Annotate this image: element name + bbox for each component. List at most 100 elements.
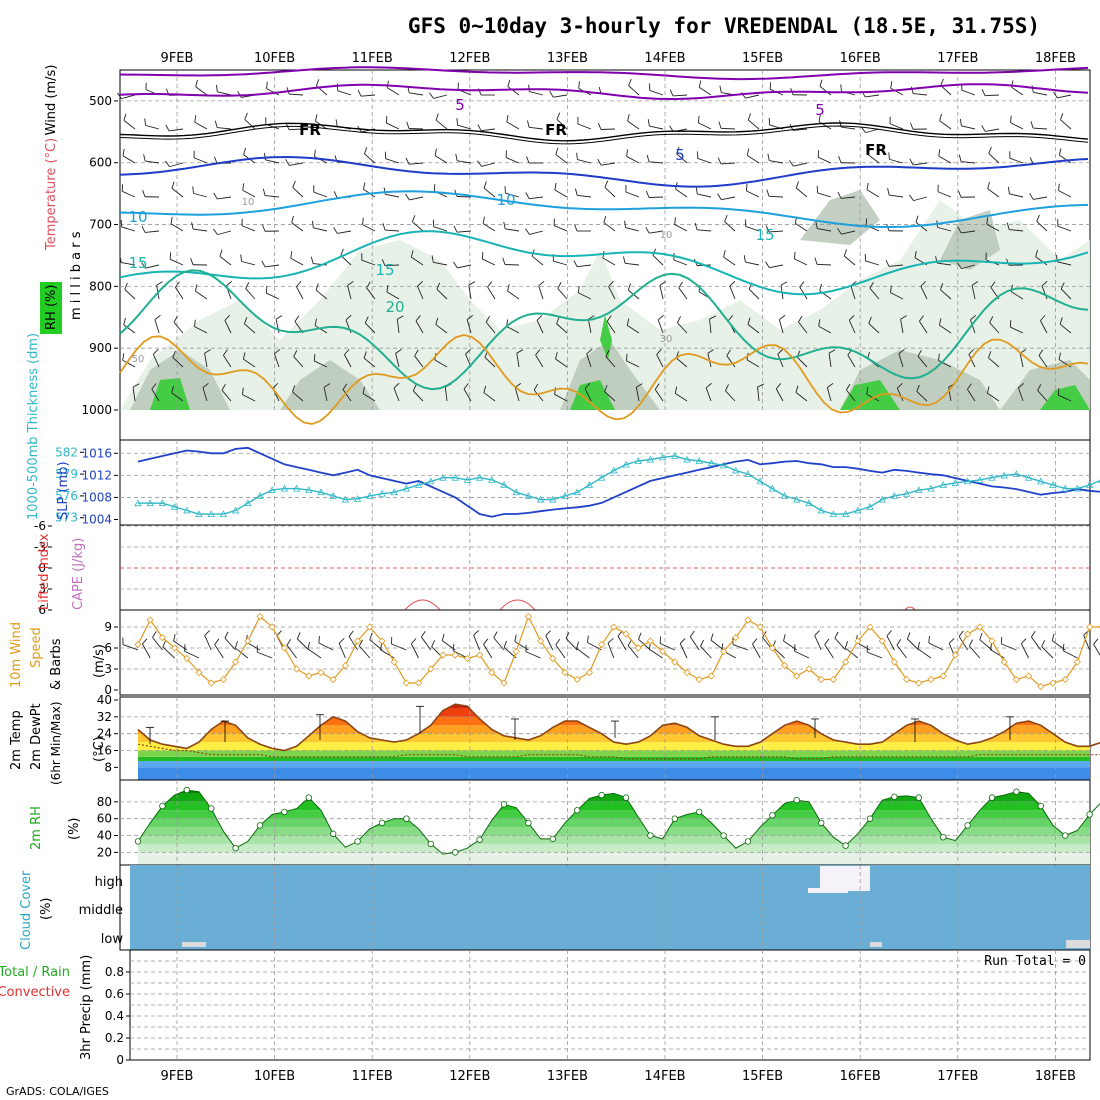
wind-barb-flag xyxy=(525,192,530,199)
upper-axis-title: m i l l i b a r s xyxy=(69,231,84,320)
precip-label-b: Convective xyxy=(0,985,70,1000)
wind-barb-flag xyxy=(967,383,972,390)
precip-tick-label: 0.6 xyxy=(105,987,124,1001)
wind-barb-flag xyxy=(516,349,524,354)
wind-barb-flag xyxy=(466,314,474,320)
rh2m-label: 2m RH xyxy=(29,806,44,850)
axis-tick-label: 3 xyxy=(38,582,46,596)
surface-barb xyxy=(1020,643,1030,659)
wind-barb-flag xyxy=(896,382,903,389)
wind-barb-flag xyxy=(122,148,125,156)
wind-barb-flag xyxy=(707,349,714,354)
surface-barb-flag xyxy=(958,630,964,637)
wind-barb-flag xyxy=(386,285,389,293)
wind-barb xyxy=(193,157,208,164)
wind-barb xyxy=(193,192,208,198)
precip-tick-label: 0.4 xyxy=(105,1009,124,1023)
wind-barb-flag xyxy=(345,314,352,321)
wind-speed-point xyxy=(695,675,703,684)
wind-barb xyxy=(586,353,592,368)
wind-barb-flag xyxy=(274,348,281,355)
wind-barb-flag xyxy=(910,86,914,94)
wind-label-b: Speed xyxy=(29,627,44,668)
wind-barb-flag xyxy=(291,215,294,223)
wind-barb xyxy=(385,193,400,198)
wind-speed-point xyxy=(268,623,276,631)
wind-barb xyxy=(555,358,568,368)
rh-green-area xyxy=(570,380,615,410)
top-date-label: 10FEB xyxy=(254,51,295,66)
isotherm-25 xyxy=(119,334,1089,425)
wind-speed-point xyxy=(988,637,996,645)
wind-barb xyxy=(313,227,328,232)
wind-barb-flag xyxy=(1057,388,1060,396)
wind-barb xyxy=(746,359,760,368)
wind-barb xyxy=(720,127,736,130)
wind-speed-point xyxy=(378,637,386,645)
precip-tick-label: 0 xyxy=(116,1053,124,1067)
thickness-point xyxy=(561,492,569,499)
surface-barb xyxy=(814,635,822,651)
wind-barb-flag xyxy=(240,254,242,262)
wind-barb-flag xyxy=(986,386,990,394)
surface-barb xyxy=(917,648,932,659)
surface-barb-flag xyxy=(565,631,570,639)
wind-barb-flag xyxy=(549,90,554,98)
thickness-point xyxy=(951,478,960,486)
rh-grey-area xyxy=(280,360,380,410)
rh-point xyxy=(500,801,508,808)
wind-barb-flag xyxy=(890,285,892,293)
wind-barb-flag xyxy=(143,154,146,162)
wind-barb xyxy=(266,88,280,96)
wind-barb-flag xyxy=(717,193,722,200)
wind-barb-flag xyxy=(624,220,626,228)
low-cloud-patch-1 xyxy=(182,942,206,947)
wind-barb xyxy=(434,359,448,368)
surface-barb-flag xyxy=(224,631,229,639)
wind-barb xyxy=(939,324,952,334)
thickness-point xyxy=(902,489,911,497)
wind-speed-point xyxy=(585,668,593,677)
wind-barb-flag xyxy=(725,384,729,391)
wind-speed-point xyxy=(537,637,545,645)
rh-point xyxy=(1061,832,1069,839)
wind-barb xyxy=(675,357,688,368)
thickness-point xyxy=(463,476,472,483)
thickness-point xyxy=(817,506,825,514)
bottom-date-label: 16FEB xyxy=(840,1069,881,1084)
wind-barb xyxy=(986,223,1000,232)
surface-barb xyxy=(906,638,920,651)
wind-barb-flag xyxy=(988,351,992,358)
wind-speed-point xyxy=(305,672,313,680)
surface-barb xyxy=(928,642,944,651)
rh-point xyxy=(207,805,215,812)
wind-barb xyxy=(386,291,400,300)
cloud-unit: (%) xyxy=(39,898,54,921)
wind-barb xyxy=(769,160,784,164)
wind-barb xyxy=(554,394,568,402)
thickness-point xyxy=(207,510,215,517)
axis-tick-label: 1012 xyxy=(81,468,112,482)
wind-barb xyxy=(819,86,832,96)
wind-speed-point xyxy=(976,623,984,631)
wind-barb xyxy=(506,121,520,130)
wind-barb-flag xyxy=(743,255,746,263)
chart-title: GFS 0~10day 3-hourly for VREDENDAL (18.5… xyxy=(408,14,1040,38)
cloud-grid xyxy=(176,865,1056,950)
wind-barb-flag xyxy=(468,281,476,286)
axis-tick-label: 1004 xyxy=(81,512,112,526)
rh-band xyxy=(138,852,1090,865)
wind-speed-point xyxy=(280,644,288,652)
thickness-point xyxy=(1037,477,1045,485)
thickness-point xyxy=(1061,484,1069,492)
high-cloud-edge xyxy=(808,888,848,893)
contour-label: 5 xyxy=(815,101,825,119)
surface-barb xyxy=(752,643,761,659)
wind-barb-flag xyxy=(775,383,782,390)
surface-barb xyxy=(700,645,712,659)
wind-barb-flag xyxy=(919,315,924,322)
surface-barb-flag xyxy=(948,638,955,644)
top-date-label: 17FEB xyxy=(937,51,978,66)
wind-barb xyxy=(673,259,688,266)
wind-barb xyxy=(654,389,664,402)
